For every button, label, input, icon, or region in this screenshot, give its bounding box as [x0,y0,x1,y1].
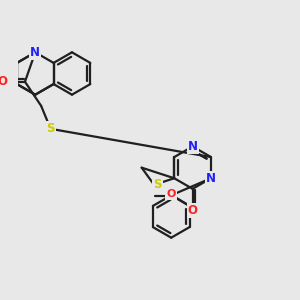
Text: O: O [0,75,7,88]
Text: O: O [188,204,198,217]
Text: O: O [166,189,176,199]
Text: S: S [46,122,55,135]
Text: N: N [206,172,216,185]
Text: N: N [188,140,198,153]
Text: S: S [153,178,162,191]
Text: N: N [30,46,40,59]
